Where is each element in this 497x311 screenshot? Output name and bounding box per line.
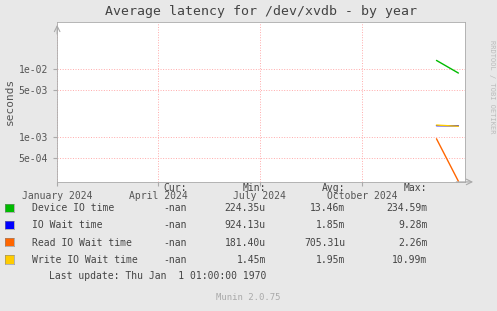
Text: IO Wait time: IO Wait time xyxy=(32,220,103,230)
Text: RRDTOOL / TOBI OETIKER: RRDTOOL / TOBI OETIKER xyxy=(489,40,495,134)
Text: 9.28m: 9.28m xyxy=(398,220,427,230)
Text: Max:: Max: xyxy=(404,183,427,193)
Text: -nan: -nan xyxy=(163,238,186,248)
Y-axis label: seconds: seconds xyxy=(4,78,14,125)
Text: 1.45m: 1.45m xyxy=(237,255,266,265)
Text: 1.85m: 1.85m xyxy=(316,220,345,230)
Text: 1.95m: 1.95m xyxy=(316,255,345,265)
Text: Min:: Min: xyxy=(243,183,266,193)
Text: 181.40u: 181.40u xyxy=(225,238,266,248)
Text: -nan: -nan xyxy=(163,203,186,213)
Text: Cur:: Cur: xyxy=(163,183,186,193)
Text: 705.31u: 705.31u xyxy=(304,238,345,248)
Text: 924.13u: 924.13u xyxy=(225,220,266,230)
Text: 2.26m: 2.26m xyxy=(398,238,427,248)
Text: -nan: -nan xyxy=(163,255,186,265)
Text: Device IO time: Device IO time xyxy=(32,203,114,213)
Title: Average latency for /dev/xvdb - by year: Average latency for /dev/xvdb - by year xyxy=(105,5,417,18)
Text: Write IO Wait time: Write IO Wait time xyxy=(32,255,138,265)
Text: -nan: -nan xyxy=(163,220,186,230)
Text: Avg:: Avg: xyxy=(322,183,345,193)
Text: 224.35u: 224.35u xyxy=(225,203,266,213)
Text: Munin 2.0.75: Munin 2.0.75 xyxy=(216,293,281,302)
Text: Read IO Wait time: Read IO Wait time xyxy=(32,238,132,248)
Text: Last update: Thu Jan  1 01:00:00 1970: Last update: Thu Jan 1 01:00:00 1970 xyxy=(49,271,266,281)
Text: 234.59m: 234.59m xyxy=(386,203,427,213)
Text: 10.99m: 10.99m xyxy=(392,255,427,265)
Text: 13.46m: 13.46m xyxy=(310,203,345,213)
